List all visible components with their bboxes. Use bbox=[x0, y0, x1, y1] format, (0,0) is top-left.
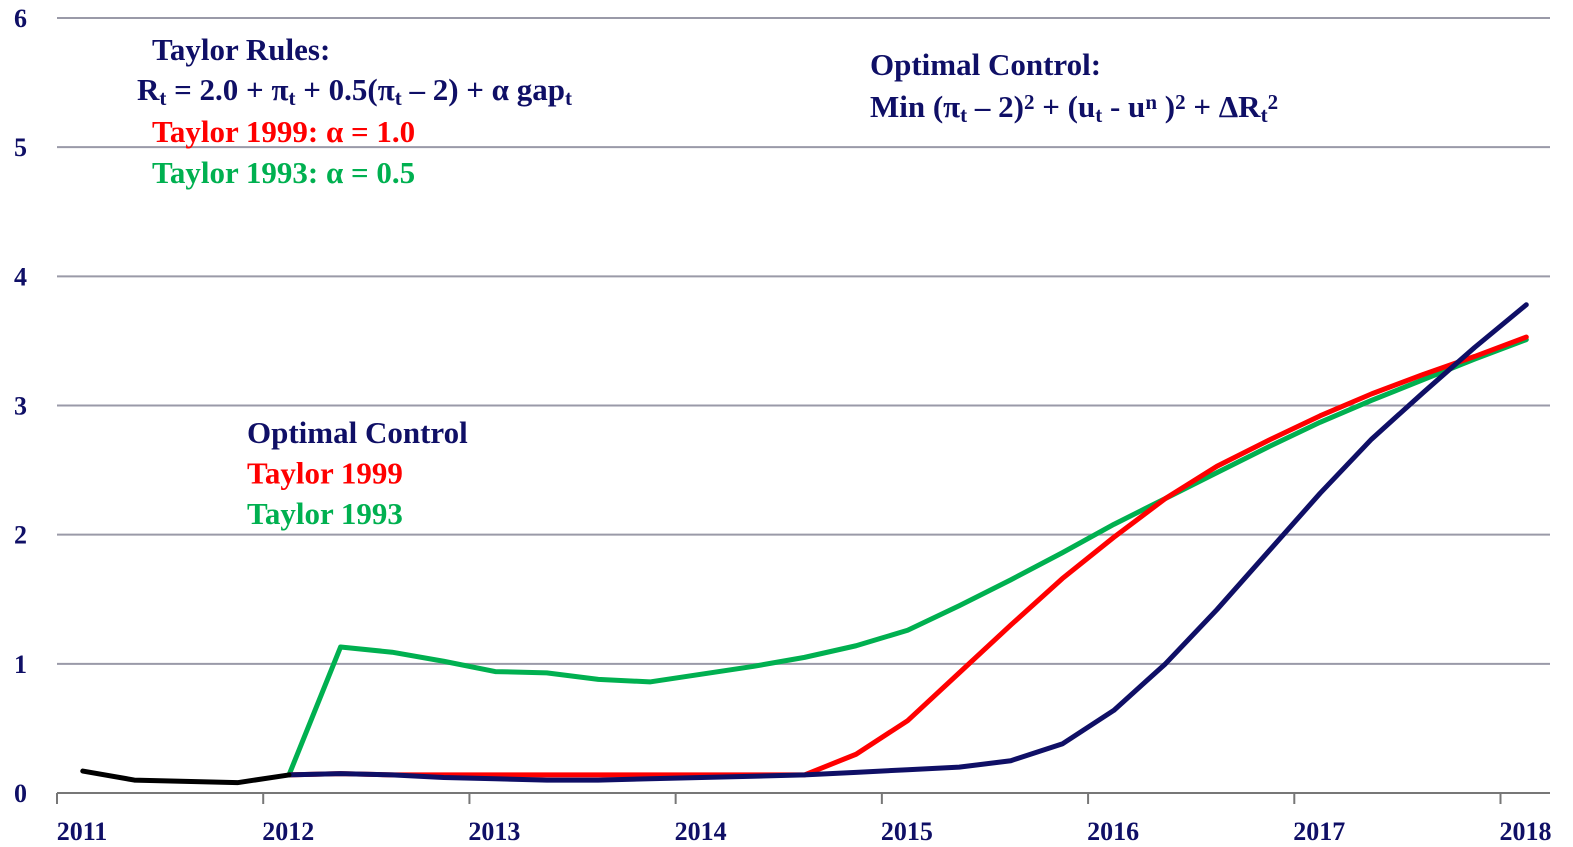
x-tick-label: 2013 bbox=[468, 817, 520, 846]
x-tick-label: 2017 bbox=[1293, 817, 1345, 846]
y-tick-label: 0 bbox=[14, 779, 27, 808]
formula-part: t bbox=[159, 86, 166, 110]
x-tick-label: 2012 bbox=[262, 817, 314, 846]
formula-part: Min (π bbox=[870, 89, 960, 124]
formula-part: = 2.0 + π bbox=[166, 72, 288, 107]
y-tick-label: 6 bbox=[14, 4, 27, 33]
formula: Rt = 2.0 + πt + 0.5(πt – 2) + α gapt bbox=[137, 72, 572, 110]
formula-part: – 2) + α gap bbox=[402, 72, 565, 107]
formula-part: t bbox=[1095, 103, 1102, 127]
y-tick-label: 2 bbox=[14, 521, 27, 550]
formula-part: + ΔR bbox=[1186, 89, 1262, 124]
formula-part: t bbox=[288, 86, 295, 110]
formula-part: 2 bbox=[1268, 90, 1279, 114]
plot: 0 1 2 3 4 5 6 2011 2012 2013 2014 2015 2016 2017 2018 O… bbox=[14, 4, 1552, 846]
x-tick-label: 2014 bbox=[675, 817, 727, 846]
formula-part: ) bbox=[1157, 89, 1175, 124]
x-tick-label: 2015 bbox=[881, 817, 933, 846]
series-line bbox=[286, 334, 1529, 778]
legend-entry: Taylor 1999 bbox=[247, 456, 403, 491]
formula-part: – 2) bbox=[967, 89, 1024, 124]
legend-entry: Optimal Control bbox=[247, 415, 468, 450]
x-tick-label: 2018 bbox=[1500, 817, 1552, 846]
series-line bbox=[286, 337, 1529, 778]
series-line bbox=[286, 302, 1529, 783]
x-tick-label: 2011 bbox=[57, 817, 108, 846]
annotation: Optimal Control: bbox=[870, 47, 1101, 82]
y-tick-label: 4 bbox=[14, 262, 27, 291]
formula-part: n bbox=[1145, 90, 1157, 114]
annotation: Taylor 1999: α = 1.0 bbox=[152, 114, 415, 149]
annotation: Taylor 1993: α = 0.5 bbox=[152, 155, 415, 190]
formula-part: 2 bbox=[1024, 90, 1035, 114]
formula-part: t bbox=[395, 86, 402, 110]
series-line bbox=[80, 768, 292, 786]
formula-part: - u bbox=[1102, 89, 1145, 124]
formula-part: 2 bbox=[1175, 90, 1186, 114]
legend-entry: Taylor 1993 bbox=[247, 496, 403, 531]
y-tick-label: 3 bbox=[14, 392, 27, 421]
x-tick-label: 2016 bbox=[1087, 817, 1139, 846]
formula-part: R bbox=[137, 72, 160, 107]
annotation: Taylor Rules: bbox=[152, 32, 330, 67]
formula-part: + 0.5(π bbox=[295, 72, 394, 107]
formula: Min (πt – 2)2 + (ut - un )2 + ΔRt2 bbox=[870, 89, 1278, 127]
y-tick-label: 5 bbox=[14, 133, 27, 162]
formula-part: t bbox=[960, 103, 967, 127]
formula-part: + (u bbox=[1035, 89, 1096, 124]
y-tick-label: 1 bbox=[14, 650, 27, 679]
formula-part: t bbox=[1261, 103, 1268, 127]
formula-part: t bbox=[565, 86, 572, 110]
